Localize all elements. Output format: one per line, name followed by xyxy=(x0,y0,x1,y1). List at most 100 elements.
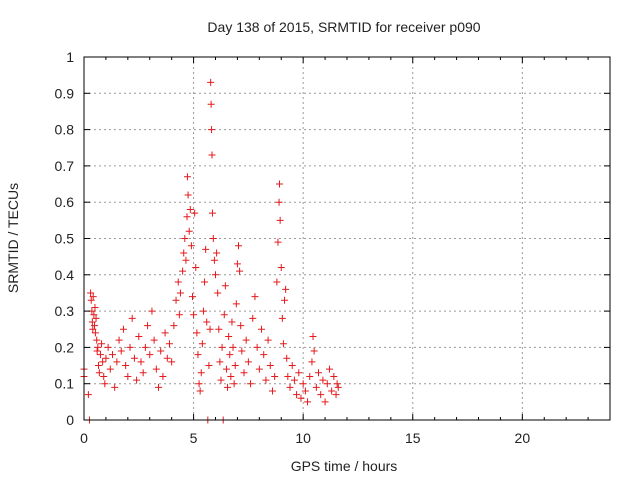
data-point xyxy=(317,391,325,399)
grid xyxy=(84,57,610,420)
data-point xyxy=(157,347,165,355)
data-point xyxy=(213,249,221,257)
data-point xyxy=(152,365,160,373)
data-point xyxy=(192,264,200,272)
data-point xyxy=(141,343,149,351)
data-point xyxy=(268,387,276,395)
data-point xyxy=(249,314,257,322)
data-point xyxy=(264,336,272,344)
data-point xyxy=(148,307,156,315)
data-point xyxy=(297,394,305,402)
data-point xyxy=(232,300,240,308)
data-point xyxy=(101,380,109,388)
x-tick-label: 15 xyxy=(405,430,421,446)
data-point xyxy=(201,278,209,286)
data-point xyxy=(233,260,241,268)
data-point xyxy=(194,351,202,359)
y-tick-label: 0.3 xyxy=(55,303,75,319)
data-point xyxy=(119,325,127,333)
data-point xyxy=(328,387,336,395)
data-point xyxy=(187,242,195,250)
data-point xyxy=(183,213,191,221)
data-point xyxy=(276,216,284,224)
data-point xyxy=(150,336,158,344)
data-point xyxy=(255,365,263,373)
data-point xyxy=(260,351,268,359)
data-point xyxy=(161,329,169,337)
data-point xyxy=(315,369,323,377)
data-point xyxy=(283,354,291,362)
data-point xyxy=(137,358,145,366)
data-point xyxy=(174,278,182,286)
data-point xyxy=(325,365,333,373)
data-point xyxy=(144,322,152,330)
data-point xyxy=(293,391,301,399)
y-axis-label: SRMTID / TECUs xyxy=(5,183,21,293)
data-point xyxy=(92,314,100,322)
data-point xyxy=(253,343,261,351)
data-point xyxy=(207,78,215,86)
data-point xyxy=(104,343,112,351)
data-point xyxy=(91,322,99,330)
data-point xyxy=(100,372,108,380)
y-tick-label: 0.4 xyxy=(55,267,75,283)
data-point xyxy=(225,333,233,341)
data-point xyxy=(117,347,125,355)
y-tick-labels: 0 0.1 0.2 0.3 0.4 0.5 0.6 0.7 0.8 0.9 1 xyxy=(55,49,75,428)
data-point xyxy=(277,264,285,272)
data-point xyxy=(236,267,244,275)
data-point xyxy=(202,245,210,253)
data-point xyxy=(89,325,97,333)
data-point xyxy=(135,333,143,341)
data-point xyxy=(279,340,287,348)
data-point xyxy=(90,311,98,319)
data-point xyxy=(163,354,171,362)
data-point xyxy=(196,387,204,395)
data-point xyxy=(258,325,266,333)
data-point xyxy=(282,285,290,293)
data-point xyxy=(94,362,102,370)
data-point xyxy=(210,256,218,264)
data-point xyxy=(94,343,102,351)
data-point xyxy=(190,311,198,319)
data-point xyxy=(99,358,107,366)
data-point xyxy=(295,369,303,377)
y-tick-label: 0.8 xyxy=(55,122,75,138)
data-point xyxy=(206,325,214,333)
data-point xyxy=(309,333,317,341)
data-point xyxy=(319,376,327,384)
data-point xyxy=(91,329,99,337)
data-point xyxy=(323,380,331,388)
y-tick-label: 0.7 xyxy=(55,158,75,174)
y-tick-label: 1 xyxy=(66,49,74,65)
data-point xyxy=(193,329,201,337)
data-point xyxy=(87,289,95,297)
data-point xyxy=(330,372,338,380)
data-point xyxy=(226,351,234,359)
data-point xyxy=(179,267,187,275)
data-point xyxy=(126,343,134,351)
data-point xyxy=(321,398,329,406)
data-point xyxy=(262,376,270,384)
data-point xyxy=(301,387,309,395)
data-point xyxy=(271,372,279,380)
data-point xyxy=(306,372,314,380)
data-point xyxy=(191,209,199,217)
data-point xyxy=(185,227,193,235)
data-point xyxy=(198,340,206,348)
data-point xyxy=(224,383,232,391)
data-point xyxy=(212,271,219,279)
data-point xyxy=(247,380,255,388)
data-point xyxy=(168,358,176,366)
data-point xyxy=(290,376,298,384)
data-point xyxy=(299,380,307,388)
data-point xyxy=(334,383,342,391)
data-point xyxy=(332,391,340,399)
data-point xyxy=(208,209,216,217)
data-point xyxy=(182,256,190,264)
data-point xyxy=(240,369,248,377)
x-tick-label: 0 xyxy=(80,430,88,446)
y-tick-label: 0.5 xyxy=(55,231,75,247)
data-points xyxy=(80,78,342,424)
